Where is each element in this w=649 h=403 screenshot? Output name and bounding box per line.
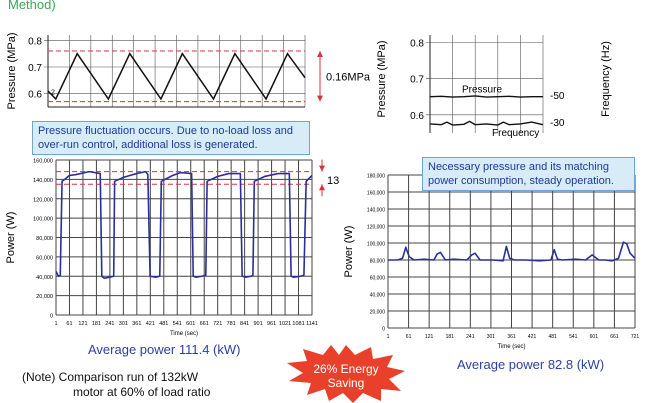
x-tick-label: 61 <box>406 334 412 340</box>
y-axis-label: Power (W) <box>5 212 17 264</box>
y-tick-label: 100,000 <box>33 217 53 223</box>
callout-right: Necessary pressure and its matching powe… <box>422 157 635 191</box>
x-tick-label: 901 <box>254 321 263 327</box>
x-tick-label: 61 <box>66 321 72 327</box>
x-tick-label: 1141 <box>306 321 318 327</box>
x-tick-label: 661 <box>200 321 209 327</box>
y-tick-label: 120,000 <box>33 197 53 203</box>
y2-axis-label: Frequency (Hz) <box>600 41 612 117</box>
y2-tick-label: -30 <box>550 118 565 129</box>
average-power-left: Average power 111.4 (kW) <box>88 342 241 357</box>
x-tick-label: 661 <box>610 334 619 340</box>
corner-tick: 2 <box>51 90 55 97</box>
span-label: 13kW <box>327 175 340 187</box>
y-tick-label: 0.6 <box>28 90 42 101</box>
y-tick-label: 0.8 <box>28 36 42 47</box>
x-axis-label: Time (sec) <box>170 331 198 337</box>
y-tick-label: 0.7 <box>410 75 424 86</box>
pressure-chart-left: 0.8 0.7 0.6 0.16MPa 2 Pressure (MPa) <box>6 32 370 109</box>
x-tick-label: 481 <box>159 321 168 327</box>
x-tick-label: 721 <box>213 321 222 327</box>
y-tick-label: 60,000 <box>370 276 386 282</box>
y-tick-label: 40,000 <box>370 293 386 299</box>
power-chart-right: 1 61 121 181 241 301 361 421 481 541 601 661 721 0 20,… <box>343 174 640 351</box>
x-tick-label: 541 <box>173 321 182 327</box>
x-tick-label: 301 <box>487 334 496 340</box>
y-tick-label: 80,000 <box>36 236 53 242</box>
y2-tick-label: -50 <box>550 91 565 102</box>
y-tick-label: 160,000 <box>33 159 53 165</box>
energy-saving-badge: 26% Energy Saving <box>313 362 379 390</box>
y-tick-label: 20,000 <box>36 294 53 300</box>
span-arrow-head <box>317 51 323 57</box>
y-tick-label: 100,000 <box>367 242 385 248</box>
y-tick-label: 40,000 <box>36 275 53 281</box>
y-tick-label: 180,000 <box>367 174 385 180</box>
y-tick-label: 120,000 <box>367 225 385 231</box>
x-tick-label: 421 <box>528 334 537 340</box>
x-tick-label: 241 <box>466 334 475 340</box>
note-line-1: (Note) Comparison run of 132kW <box>22 370 199 384</box>
y-tick-label: 0.6 <box>410 111 424 122</box>
x-tick-label: 781 <box>227 321 236 327</box>
x-tick-label: 1021 <box>279 321 291 327</box>
pressure-frequency-chart-right: 0.8 0.7 0.6 Pressure Frequency -50 -30 Pressure… <box>376 35 612 139</box>
span-arrow-head <box>317 95 323 102</box>
x-tick-label: 601 <box>590 334 599 340</box>
y-tick-label: 140,000 <box>33 178 53 184</box>
x-tick-label: 181 <box>92 321 101 327</box>
x-tick-label: 481 <box>548 334 557 340</box>
x-tick-label: 121 <box>425 334 434 340</box>
y-axis-label: Pressure (MPa) <box>6 32 18 109</box>
y-tick-label: 140,000 <box>367 208 385 214</box>
x-tick-label: 841 <box>240 321 249 327</box>
x-tick-label: 301 <box>119 321 128 327</box>
span-arrow-head <box>319 165 325 172</box>
span-arrow-head <box>319 184 325 191</box>
series-label-pressure: Pressure <box>462 85 502 96</box>
power-chart-left: 1 61 121 181 241 301 361 421 481 541 601 661 721 781 8… <box>5 159 340 338</box>
x-tick-label: 721 <box>631 334 640 340</box>
x-tick-label: 361 <box>507 334 516 340</box>
y-tick-label: 0 <box>50 314 53 320</box>
x-tick-label: 181 <box>446 334 455 340</box>
x-tick-label: 601 <box>186 321 195 327</box>
x-tick-label: 361 <box>132 321 141 327</box>
y-axis-label: Power (W) <box>343 226 355 278</box>
y-tick-label: 20,000 <box>370 310 386 316</box>
series-line <box>429 120 544 126</box>
series-label-frequency: Frequency <box>492 128 539 139</box>
x-axis-label: Time (sec) <box>497 344 525 350</box>
x-tick-label: 421 <box>146 321 155 327</box>
power-line <box>388 241 636 262</box>
energy-saving-starburst-icon <box>287 345 405 403</box>
y-tick-label: 80,000 <box>370 259 386 265</box>
average-power-right: Average power 82.8 (kW) <box>457 357 605 372</box>
y-tick-label: 0.8 <box>410 38 424 49</box>
callout-left: Pressure fluctuation occurs. Due to no-l… <box>32 121 310 155</box>
x-tick-label: 1081 <box>292 321 304 327</box>
note-line-2: motor at 60% of load ratio <box>73 385 211 399</box>
x-tick-label: 241 <box>105 321 114 327</box>
y-tick-label: 0.7 <box>28 63 42 74</box>
header-fragment: Method) <box>8 0 56 12</box>
pressure-line <box>47 52 306 101</box>
x-tick-label: 121 <box>78 321 87 327</box>
x-tick-label: 961 <box>267 321 276 327</box>
y-tick-label: 60,000 <box>36 255 53 261</box>
power-line <box>55 170 313 279</box>
series-line <box>429 95 543 98</box>
span-label: 0.16MPa <box>326 71 370 83</box>
y-axis-label: Pressure (MPa) <box>376 40 388 117</box>
y-tick-label: 0 <box>382 327 385 333</box>
y-tick-label: 160,000 <box>367 191 385 197</box>
x-tick-label: 541 <box>569 334 578 340</box>
x-tick-label: 1 <box>54 321 57 327</box>
x-tick-label: 1 <box>387 334 390 340</box>
